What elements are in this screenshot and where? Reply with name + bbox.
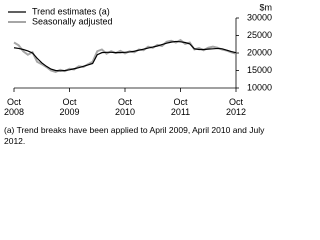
series-line	[13, 38, 237, 73]
x-tick-label: Oct 2009	[59, 97, 80, 117]
y-tick-label: 15000	[247, 65, 272, 75]
x-tick-label: Oct 2012	[225, 97, 247, 117]
y-tick-label: 25000	[247, 30, 272, 40]
x-tick-label: Oct 2011	[170, 97, 191, 117]
x-tick-label: Oct 2010	[114, 97, 136, 117]
series-line	[13, 40, 237, 72]
legend-label: Trend estimates (a)	[32, 6, 110, 16]
chart-page: $m 10000 15000 20000 25000 30000 Trend estimat…	[3, 2, 272, 146]
y-tick-label: 20000	[247, 47, 272, 57]
y-axis-label: $m	[259, 2, 272, 12]
chart: $m 10000 15000 20000 25000 30000 Trend estimat…	[8, 2, 272, 92]
y-tick-label: 30000	[247, 12, 272, 22]
footnote: (a) Trend breaks have been applied to Ap…	[4, 125, 265, 146]
y-tick-label: 10000	[247, 82, 272, 92]
x-tick-label: Oct 2008	[3, 97, 25, 117]
legend-label: Seasonally adjusted	[32, 16, 113, 26]
